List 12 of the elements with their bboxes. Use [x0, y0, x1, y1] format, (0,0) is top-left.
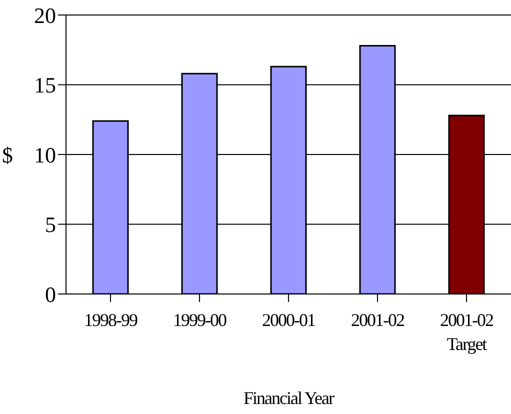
- y-tick-label: 5: [45, 212, 56, 238]
- y-tick-label: 20: [34, 2, 56, 28]
- y-axis-title: $: [2, 142, 13, 168]
- x-tick-label: 2001-02: [351, 310, 404, 330]
- x-axis-title: Financial Year: [244, 388, 334, 408]
- y-tick-label: 0: [45, 282, 56, 307]
- x-tick-label: 1999-00: [173, 310, 227, 330]
- x-tick-label: 2000-01: [262, 310, 315, 330]
- x-tick-label: 2001-02 Target: [440, 310, 493, 354]
- y-tick-label: 15: [34, 72, 56, 98]
- y-tick-label: 10: [34, 142, 56, 168]
- x-tick-label: 1998-99: [84, 310, 138, 330]
